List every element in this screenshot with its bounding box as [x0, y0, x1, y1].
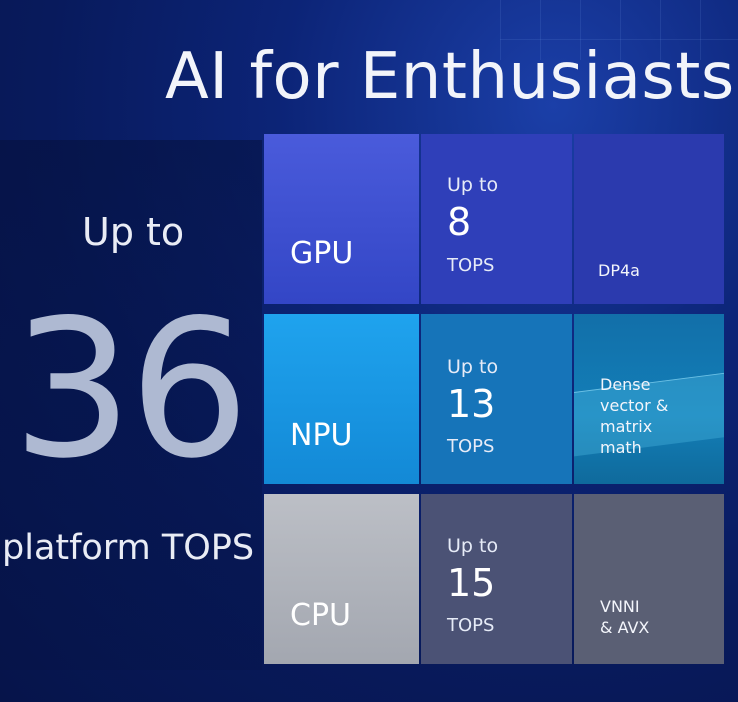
cpu-label: CPU — [290, 598, 351, 633]
npu-feature-line: math — [600, 438, 642, 457]
cpu-feature-line: & AVX — [600, 618, 650, 637]
gpu-prefix: Up to — [447, 174, 499, 196]
npu-feature-line: Dense — [600, 375, 651, 394]
total-prefix: Up to — [82, 210, 185, 254]
npu-tops-unit: TOPS — [447, 436, 495, 457]
cpu-feature-line: VNNI — [600, 597, 640, 616]
npu-feature-line: vector & — [600, 396, 669, 415]
npu-prefix: Up to — [447, 356, 499, 378]
gpu-tile: GPU — [264, 134, 419, 304]
cpu-prefix: Up to — [447, 535, 499, 557]
npu-feature-cell: Dense vector & matrix math — [574, 314, 724, 484]
total-panel — [0, 140, 262, 670]
npu-tile: NPU — [264, 314, 419, 484]
npu-tops-value: 13 — [447, 382, 496, 426]
total-suffix: platform TOPS — [2, 528, 255, 568]
total-tops-value: 36 — [12, 279, 250, 500]
cpu-tops-cell: Up to 15 TOPS — [421, 494, 572, 664]
background-grid — [500, 0, 738, 60]
slide-title: AI for Enthusiasts — [165, 40, 735, 114]
gpu-feature: DP4a — [598, 261, 640, 280]
cpu-feature: VNNI & AVX — [600, 596, 649, 638]
gpu-tops-unit: TOPS — [447, 255, 495, 276]
gpu-label: GPU — [290, 236, 354, 271]
npu-label: NPU — [290, 418, 353, 453]
gpu-tops-cell: Up to 8 TOPS — [421, 134, 572, 304]
cpu-tops-value: 15 — [447, 561, 496, 605]
cpu-feature-cell: VNNI & AVX — [574, 494, 724, 664]
npu-tops-cell: Up to 13 TOPS — [421, 314, 572, 484]
gpu-tops-value: 8 — [447, 200, 472, 244]
gpu-feature-cell: DP4a — [574, 134, 724, 304]
npu-feature-line: matrix — [600, 417, 653, 436]
npu-feature: Dense vector & matrix math — [600, 374, 668, 458]
cpu-tile: CPU — [264, 494, 419, 664]
cpu-tops-unit: TOPS — [447, 615, 495, 636]
